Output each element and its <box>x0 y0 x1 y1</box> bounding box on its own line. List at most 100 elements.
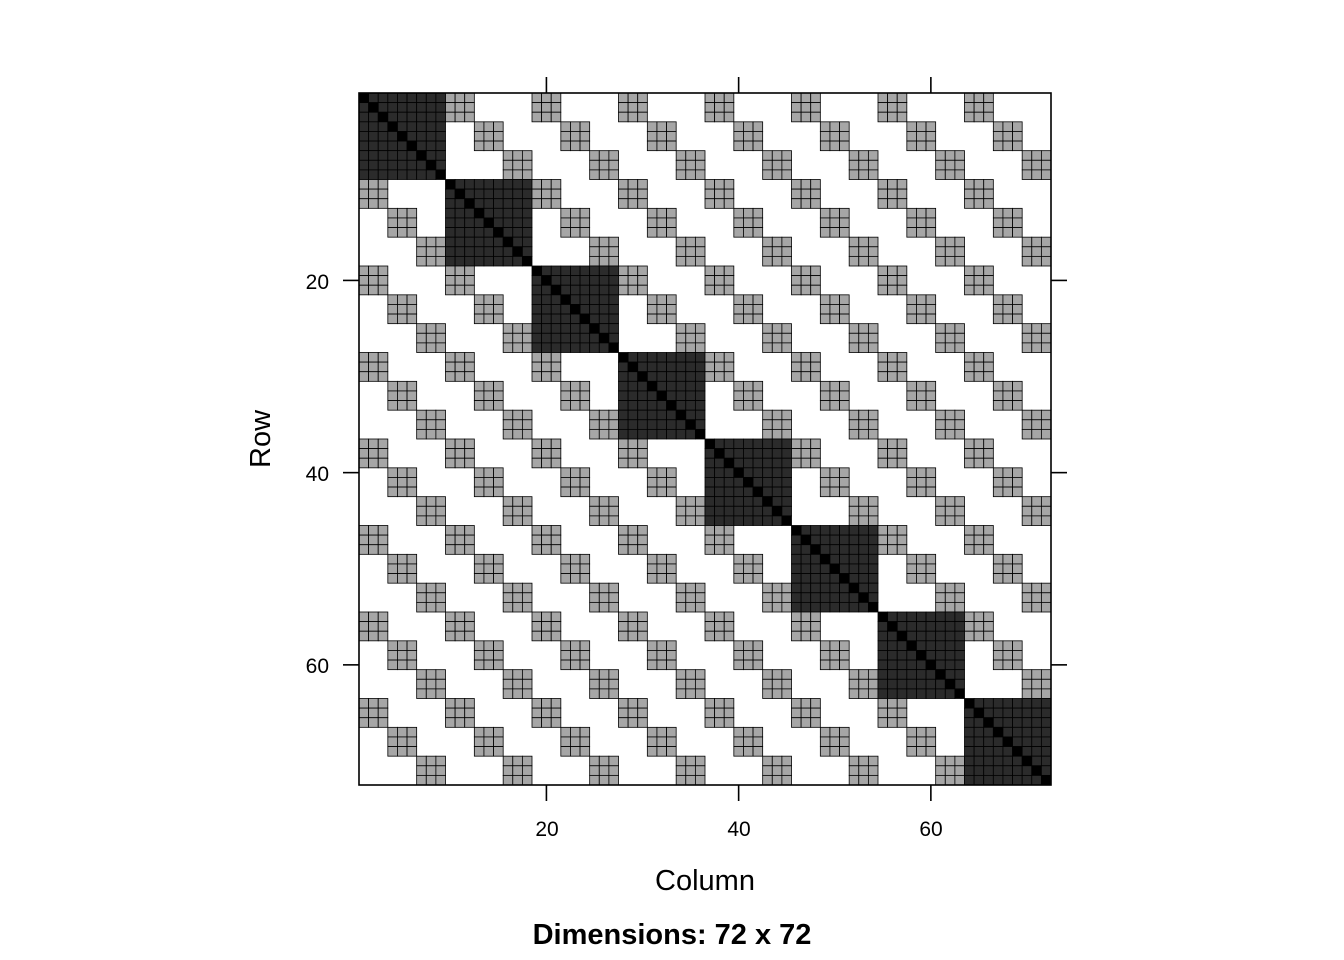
matrix-cell-diagonal-block <box>406 102 418 113</box>
matrix-cell-off-block <box>944 582 956 594</box>
matrix-cell-off-block <box>1040 419 1052 430</box>
matrix-cell-diagonal-block <box>560 284 571 296</box>
matrix-cell-off-block <box>800 111 812 123</box>
matrix-cell-diagonal-block <box>570 332 581 344</box>
matrix-cell-off-block <box>800 630 812 642</box>
matrix-cell-off-block <box>397 659 408 671</box>
matrix-cell-off-block <box>521 515 533 526</box>
matrix-cell-diagonal-block <box>512 217 523 228</box>
matrix-cell-diagonal-block <box>531 332 543 344</box>
matrix-cell-off-block <box>743 294 754 305</box>
matrix-cell-off-block <box>541 448 552 459</box>
matrix-cell-off-block <box>589 150 600 161</box>
matrix-cell-diagonal-block <box>598 313 610 325</box>
matrix-cell-off-block <box>916 207 927 219</box>
matrix-cell-off-block <box>406 467 418 478</box>
matrix-cell-off-block <box>416 246 427 257</box>
matrix-cell-diagonal-block <box>944 669 956 680</box>
matrix-cell-off-block <box>733 207 744 219</box>
matrix-cell-off-block <box>570 131 581 142</box>
matrix-cell-diagonal-block <box>829 525 840 536</box>
dimensions-subtitle: Dimensions: 72 x 72 <box>533 919 812 951</box>
matrix-cell-diagonal-block <box>791 534 802 546</box>
matrix-cell-off-block <box>589 428 600 440</box>
matrix-cell-off-block <box>916 573 927 584</box>
matrix-cell-off-block <box>445 352 456 363</box>
matrix-cell-off-block <box>570 553 581 565</box>
matrix-cell-off-block <box>627 448 639 459</box>
matrix-cell-off-block <box>512 755 523 767</box>
matrix-cell-off-block <box>377 544 389 555</box>
matrix-cell-off-block <box>608 169 619 180</box>
matrix-cell-off-block <box>925 726 937 738</box>
matrix-cell-off-block <box>493 553 504 565</box>
matrix-cell-off-block <box>1040 159 1052 171</box>
matrix-cell-off-block <box>579 659 591 671</box>
matrix-cell-diagonal <box>839 573 850 584</box>
matrix-cell-diagonal-block <box>637 390 648 401</box>
matrix-cell-diagonal-block <box>598 323 610 334</box>
matrix-cell-off-block <box>685 765 696 776</box>
matrix-cell-diagonal <box>416 150 427 161</box>
matrix-cell-off-block <box>637 457 648 469</box>
matrix-cell-off-block <box>733 573 744 584</box>
matrix-cell-off-block <box>397 486 408 498</box>
y-tick-label-60: 60 <box>306 655 329 678</box>
matrix-cell-diagonal-block <box>906 630 917 642</box>
matrix-cell-off-block <box>800 179 812 190</box>
matrix-cell-diagonal-block <box>627 380 639 392</box>
matrix-cell-off-block <box>848 428 860 440</box>
matrix-cell-off-block <box>675 601 687 613</box>
matrix-cell-off-block <box>771 774 783 786</box>
matrix-cell-diagonal-block <box>550 294 562 305</box>
matrix-cell-off-block <box>1002 640 1013 651</box>
matrix-cell-off-block <box>1012 121 1023 132</box>
matrix-cell-off-block <box>800 92 812 104</box>
matrix-cell-off-block <box>656 121 667 132</box>
matrix-cell-off-block <box>1021 592 1033 603</box>
matrix-cell-diagonal-block <box>416 111 427 123</box>
matrix-cell-off-block <box>858 774 869 786</box>
matrix-cell-off-block <box>425 505 437 517</box>
matrix-cell-diagonal-block <box>771 467 783 478</box>
matrix-cell-off-block <box>704 284 716 296</box>
matrix-cell-off-block <box>377 448 389 459</box>
matrix-cell-off-block <box>358 371 370 382</box>
matrix-cell-off-block <box>800 188 812 200</box>
matrix-cell-off-block <box>445 92 456 104</box>
matrix-cell-off-block <box>377 717 389 728</box>
matrix-cell-off-block <box>656 467 667 478</box>
matrix-cell-off-block <box>666 467 677 478</box>
matrix-cell-off-block <box>637 188 648 200</box>
matrix-cell-off-block <box>810 621 821 632</box>
matrix-cell-diagonal <box>397 131 408 142</box>
matrix-cell-off-block <box>877 534 889 546</box>
matrix-cell-diagonal-block <box>570 275 581 286</box>
matrix-cell-off-block <box>964 352 975 363</box>
matrix-cell-off-block <box>829 486 840 498</box>
matrix-cell-off-block <box>916 400 927 411</box>
matrix-cell-off-block <box>637 284 648 296</box>
matrix-cell-diagonal-block <box>541 342 552 353</box>
matrix-cell-off-block <box>1021 159 1033 171</box>
matrix-cell-off-block <box>598 592 610 603</box>
matrix-cell-off-block <box>618 179 629 190</box>
matrix-cell-off-block <box>916 486 927 498</box>
matrix-cell-off-block <box>1021 419 1033 430</box>
matrix-cell-diagonal-block <box>531 294 543 305</box>
matrix-cell-diagonal-block <box>819 601 831 613</box>
matrix-cell-off-block <box>541 361 552 373</box>
matrix-cell-diagonal-block <box>675 419 687 430</box>
matrix-cell-off-block <box>1012 650 1023 661</box>
matrix-cell-diagonal-block <box>493 179 504 190</box>
matrix-cell-off-block <box>781 765 792 776</box>
matrix-cell-off-block <box>925 207 937 219</box>
matrix-cell-off-block <box>916 294 927 305</box>
matrix-cell-diagonal-block <box>377 169 389 180</box>
matrix-cell-diagonal-block <box>781 486 792 498</box>
matrix-cell-diagonal-block <box>675 352 687 363</box>
matrix-cell-off-block <box>694 255 706 267</box>
matrix-cell-off-block <box>925 121 937 132</box>
matrix-cell-off-block <box>627 621 639 632</box>
matrix-cell-off-block <box>714 525 725 536</box>
